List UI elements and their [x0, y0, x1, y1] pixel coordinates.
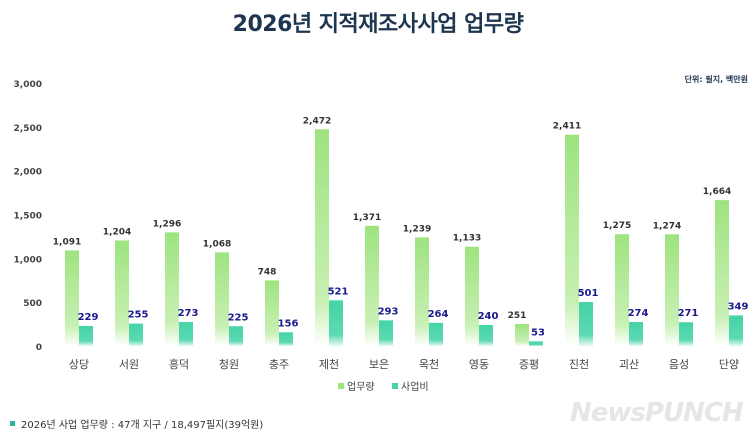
data-label: 229 [78, 312, 99, 323]
x-tick-label: 충주 [269, 358, 289, 371]
data-label: 240 [478, 311, 499, 322]
bar-사업비-청원 [229, 326, 243, 346]
bar-업무량-단양 [715, 200, 729, 346]
bar-업무량-흥덕 [165, 232, 179, 346]
newspunch-watermark: NewsPUNCH [570, 398, 744, 428]
data-label: 264 [428, 309, 449, 320]
x-tick-label: 증평 [519, 358, 539, 371]
data-label: 2,472 [303, 116, 331, 126]
data-label: 1,371 [353, 213, 381, 223]
x-tick-label: 서원 [119, 358, 139, 371]
x-tick-label: 영동 [469, 358, 489, 371]
footnote-text: 2026년 사업 업무량 : 47개 지구 / 18,497필지(39억원) [21, 420, 264, 431]
data-label: 1,296 [153, 219, 181, 229]
legend-label: 사업비 [401, 380, 429, 393]
bar-사업비-음성 [679, 322, 693, 346]
data-label: 2,411 [553, 122, 581, 132]
x-tick-label: 음성 [669, 358, 689, 371]
y-tick-label: 1,000 [14, 255, 42, 265]
data-label: 1,274 [653, 221, 681, 231]
data-label: 501 [578, 288, 599, 299]
legend-swatch [338, 383, 344, 389]
bar-업무량-증평 [515, 323, 529, 346]
data-label: 274 [628, 308, 649, 319]
data-label: 53 [531, 327, 545, 338]
bar-업무량-옥천 [415, 237, 429, 346]
data-label: 225 [228, 312, 249, 323]
legend-swatch [392, 383, 398, 389]
bar-업무량-진천 [565, 134, 579, 346]
x-tick-label: 옥천 [419, 357, 439, 371]
data-label: 1,068 [203, 239, 231, 249]
legend-label: 업무량 [347, 380, 375, 393]
x-tick-label: 흥덕 [169, 357, 189, 371]
x-tick-label: 청원 [219, 358, 239, 371]
bar-사업비-단양 [729, 315, 743, 346]
y-tick-label: 2,500 [14, 124, 42, 134]
bullet-icon [10, 421, 15, 426]
bar-업무량-서원 [115, 240, 129, 346]
bar-업무량-괴산 [615, 234, 629, 346]
data-label: 1,204 [103, 227, 131, 237]
data-label: 156 [278, 318, 299, 329]
bar-사업비-진천 [579, 302, 593, 346]
bar-업무량-충주 [265, 280, 279, 346]
data-label: 748 [258, 267, 277, 277]
bar-업무량-영동 [465, 246, 479, 346]
chart-title: 2026년 지적재조사사업 업무량 [232, 12, 524, 37]
bar-업무량-보은 [365, 225, 379, 346]
y-tick-label: 500 [23, 299, 42, 309]
x-tick-label: 상당 [69, 358, 89, 371]
x-tick-label: 괴산 [619, 358, 639, 371]
footnote: 2026년 사업 업무량 : 47개 지구 / 18,497필지(39억원) [10, 416, 263, 431]
y-tick-label: 3,000 [14, 80, 42, 90]
y-tick-label: 2,000 [14, 168, 42, 178]
bar-업무량-상당 [65, 250, 79, 346]
bar-사업비-보은 [379, 320, 393, 346]
bar-chart: 0 500 1,000 1,500 2,000 2,500 3,000 상당 서원 흥덕 청원 충주 제… [14, 80, 749, 393]
bar-업무량-제천 [315, 129, 329, 346]
bar-사업비-상당 [79, 325, 93, 346]
bar-업무량-청원 [215, 252, 229, 346]
y-tick-label: 0 [36, 343, 42, 353]
bar-사업비-흥덕 [179, 322, 193, 346]
x-tick-label: 단양 [719, 358, 739, 371]
data-label: 1,275 [603, 221, 631, 231]
data-label: 1,239 [403, 224, 431, 234]
data-label: 1,664 [703, 187, 731, 197]
bar-사업비-제천 [329, 300, 343, 346]
data-label: 271 [678, 308, 699, 319]
data-label: 251 [508, 311, 527, 321]
data-label: 293 [378, 306, 399, 317]
data-label: 1,091 [53, 237, 81, 247]
bar-업무량-음성 [665, 234, 679, 346]
x-tick-label: 보은 [369, 358, 389, 371]
data-label: 349 [728, 301, 749, 312]
bar-사업비-증평 [529, 341, 543, 346]
x-tick-label: 진천 [569, 357, 589, 371]
data-label: 273 [178, 308, 199, 319]
bar-사업비-충주 [279, 332, 293, 346]
y-tick-label: 1,500 [14, 212, 42, 222]
x-tick-label: 제천 [319, 357, 339, 371]
bar-사업비-영동 [479, 324, 493, 346]
data-label: 1,133 [453, 234, 481, 244]
bar-사업비-괴산 [629, 321, 643, 346]
data-label: 255 [128, 310, 149, 321]
data-label: 521 [328, 286, 349, 297]
bar-사업비-옥천 [429, 322, 443, 346]
bar-사업비-서원 [129, 323, 143, 346]
unit-label: 단위: 필지, 백만원 [684, 75, 748, 84]
